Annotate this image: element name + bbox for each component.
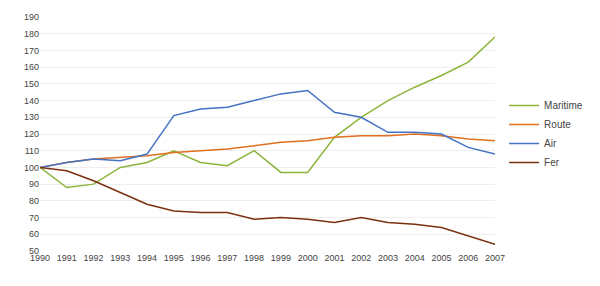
svg-text:1990: 1990 [30, 253, 50, 263]
svg-text:1994: 1994 [137, 253, 157, 263]
svg-text:2006: 2006 [458, 253, 478, 263]
svg-text:180: 180 [24, 29, 39, 39]
svg-text:190: 190 [24, 12, 39, 22]
svg-text:2000: 2000 [298, 253, 318, 263]
svg-text:2004: 2004 [405, 253, 425, 263]
svg-text:1998: 1998 [244, 253, 264, 263]
svg-text:2003: 2003 [378, 253, 398, 263]
svg-text:110: 110 [25, 146, 39, 156]
svg-text:2001: 2001 [324, 253, 344, 263]
svg-text:90: 90 [29, 179, 39, 189]
svg-text:1997: 1997 [217, 253, 237, 263]
svg-text:Fer: Fer [544, 157, 560, 168]
svg-text:130: 130 [24, 112, 39, 122]
svg-text:1993: 1993 [110, 253, 130, 263]
svg-text:170: 170 [24, 46, 39, 56]
svg-text:2002: 2002 [351, 253, 371, 263]
svg-text:100: 100 [24, 163, 39, 173]
svg-text:120: 120 [24, 129, 39, 139]
svg-text:Air: Air [544, 138, 557, 149]
svg-text:2007: 2007 [485, 253, 505, 263]
svg-text:2005: 2005 [431, 253, 451, 263]
svg-text:160: 160 [24, 62, 39, 72]
svg-text:1992: 1992 [84, 253, 104, 263]
svg-text:1995: 1995 [164, 253, 184, 263]
svg-text:60: 60 [29, 229, 39, 239]
svg-text:50: 50 [29, 246, 39, 256]
svg-text:1996: 1996 [191, 253, 211, 263]
svg-text:1991: 1991 [57, 253, 77, 263]
svg-text:150: 150 [24, 79, 39, 89]
svg-text:Route: Route [544, 119, 571, 130]
svg-text:70: 70 [29, 213, 39, 223]
svg-text:80: 80 [29, 196, 39, 206]
svg-text:1999: 1999 [271, 253, 291, 263]
svg-text:140: 140 [24, 96, 39, 106]
svg-text:Maritime: Maritime [544, 100, 583, 111]
